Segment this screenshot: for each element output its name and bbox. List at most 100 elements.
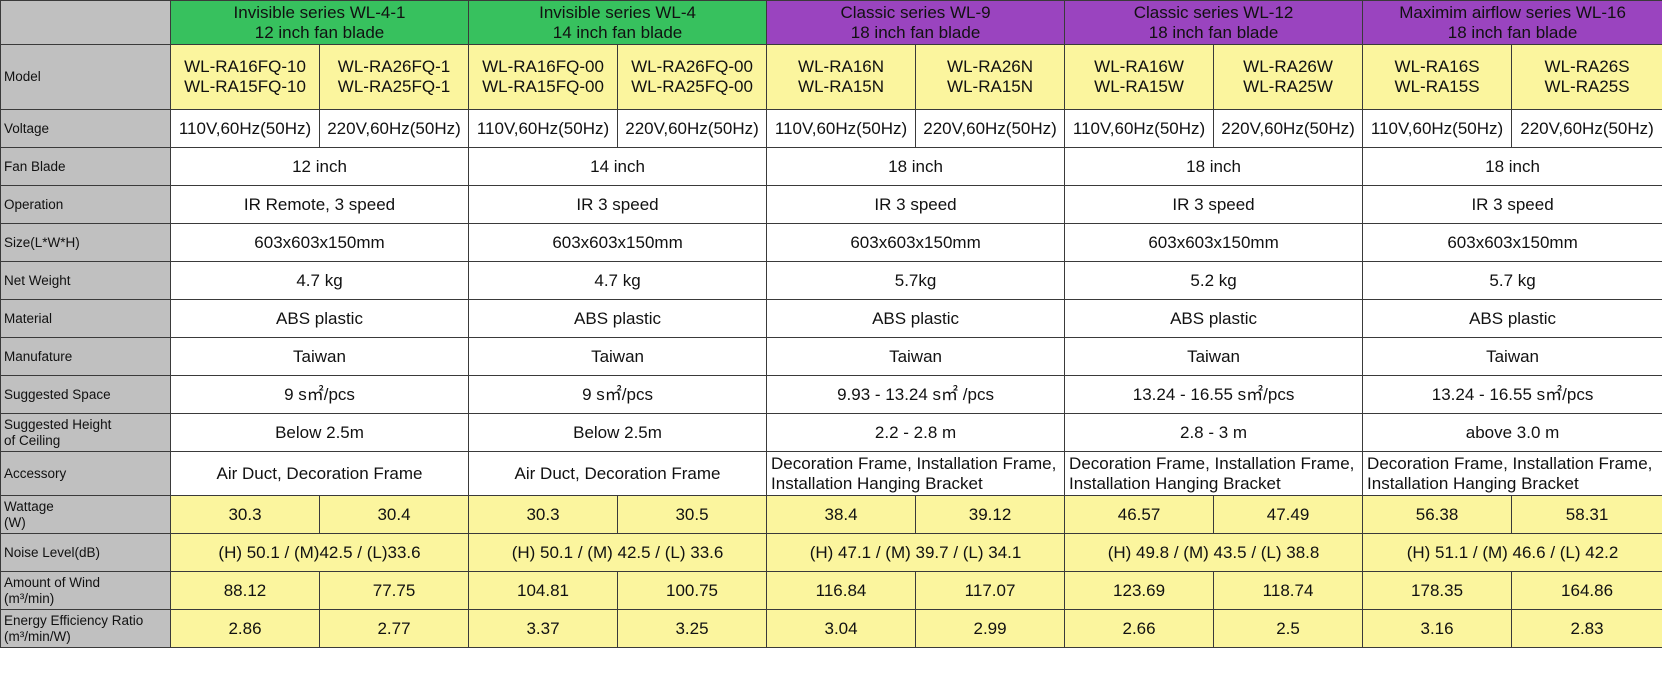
material-cell: ABS plastic: [468, 299, 768, 338]
eer-cell: 3.25: [617, 609, 768, 648]
model-cell-text: WL-RA25S: [1544, 77, 1630, 96]
model-cell: WL-RA26S WL-RA25S: [1511, 44, 1662, 110]
wattage-cell: 56.38: [1362, 495, 1513, 534]
series-header-5-text: Maximim airflow series WL-16: [1399, 2, 1626, 22]
manufacture-cell: Taiwan: [1362, 337, 1662, 376]
wattage-label: Wattage (W): [0, 495, 171, 534]
header-corner: [0, 0, 171, 45]
size-cell: 603x603x150mm: [1362, 223, 1662, 262]
wattage-cell: 39.12: [915, 495, 1066, 534]
operation-cell: IR 3 speed: [468, 185, 768, 224]
series-header-3: Classic series WL-9 18 inch fan blade: [766, 0, 1066, 45]
fan-blade-row: Fan Blade 12 inch 14 inch 18 inch 18 inch 18 …: [0, 147, 1662, 186]
eer-label-text: (m³/min/W): [4, 628, 71, 644]
model-cell: WL-RA26W WL-RA25W: [1213, 44, 1364, 110]
material-label: Material: [0, 299, 171, 338]
wind-cell: 77.75: [318, 571, 470, 610]
model-cell: WL-RA26N WL-RA15N: [915, 44, 1066, 110]
wind-cell: 118.74: [1213, 571, 1364, 610]
series-header-5: Maximim airflow series WL-16 18 inch fan …: [1362, 0, 1662, 45]
suggested-space-cell: 9 s㎡/pcs: [169, 375, 470, 414]
voltage-cell: 110V,60Hz(50Hz): [170, 109, 320, 148]
fan-blade-cell: 18 inch: [1362, 147, 1662, 186]
wind-label: Amount of Wind (m³/min): [0, 571, 171, 610]
voltage-cell: 220V,60Hz(50Hz): [318, 109, 470, 148]
suggested-height-label: Suggested Height of Ceiling: [0, 413, 171, 452]
wind-cell: 123.69: [1064, 571, 1215, 610]
model-cell-text: WL-RA26N: [947, 57, 1034, 76]
voltage-cell: 220V,60Hz(50Hz): [1511, 109, 1662, 148]
wattage-cell: 58.31: [1511, 495, 1662, 534]
fan-blade-label: Fan Blade: [0, 147, 171, 186]
model-row: Model WL-RA16FQ-10 WL-RA15FQ-10 WL-RA26FQ-1…: [0, 44, 1662, 110]
accessory-cell-text: Decoration Frame, Installation Frame,: [771, 453, 1057, 473]
accessory-cell-text: Decoration Frame, Installation Frame,: [1367, 453, 1653, 473]
operation-cell: IR 3 speed: [1362, 185, 1662, 224]
accessory-cell-text: Decoration Frame, Installation Frame,: [1069, 453, 1355, 473]
manufacture-cell: Taiwan: [1064, 337, 1364, 376]
model-cell-text: WL-RA26FQ-00: [631, 57, 753, 76]
model-cell-text: WL-RA16N: [798, 57, 885, 76]
eer-cell: 3.37: [468, 609, 619, 648]
model-cell: WL-RA16FQ-00 WL-RA15FQ-00: [468, 44, 619, 110]
eer-cell: 2.5: [1213, 609, 1364, 648]
eer-cell: 2.77: [318, 609, 470, 648]
wattage-cell: 30.3: [468, 495, 619, 534]
accessory-row: Accessory Air Duct, Decoration Frame Air D…: [0, 451, 1662, 496]
voltage-row: Voltage 110V,60Hz(50Hz) 220V,60Hz(50Hz) 110…: [0, 109, 1662, 148]
model-cell-text: WL-RA15FQ-10: [184, 77, 306, 96]
wind-cell: 178.35: [1362, 571, 1513, 610]
wind-cell: 116.84: [766, 571, 917, 610]
net-weight-cell: 4.7 kg: [468, 261, 768, 300]
manufacture-cell: Taiwan: [766, 337, 1066, 376]
eer-label-text: Energy Efficiency Ratio: [4, 612, 144, 628]
size-cell: 603x603x150mm: [766, 223, 1066, 262]
model-cell-text: WL-RA16S: [1394, 57, 1480, 76]
suggested-space-cell: 13.24 - 16.55 s㎡/pcs: [1362, 375, 1662, 414]
net-weight-cell: 5.7 kg: [1362, 261, 1662, 300]
series-header-1-text: 12 inch fan blade: [254, 22, 385, 42]
voltage-cell: 110V,60Hz(50Hz): [1362, 109, 1513, 148]
suggested-height-cell: 2.8 - 3 m: [1064, 413, 1364, 452]
model-cell-text: WL-RA15W: [1094, 77, 1184, 96]
operation-cell: IR 3 speed: [766, 185, 1066, 224]
voltage-label: Voltage: [0, 109, 171, 148]
accessory-cell-text: Air Duct, Decoration Frame: [514, 463, 721, 483]
manufacture-cell: Taiwan: [169, 337, 470, 376]
accessory-cell-text: Installation Hanging Bracket: [771, 473, 983, 493]
net-weight-cell: 4.7 kg: [169, 261, 470, 300]
series-header-4-text: 18 inch fan blade: [1148, 22, 1279, 42]
suggested-height-label-text: of Ceiling: [4, 432, 61, 448]
noise-row: Noise Level(dB) (H) 50.1 / (M)42.5 / (L)3…: [0, 533, 1662, 572]
suggested-space-cell: 9.93 - 13.24 s㎡ /pcs: [766, 375, 1066, 414]
suggested-space-cell: 9 s㎡/pcs: [468, 375, 768, 414]
wattage-label-text: (W): [4, 514, 26, 530]
voltage-cell: 220V,60Hz(50Hz): [915, 109, 1066, 148]
model-cell: WL-RA16N WL-RA15N: [766, 44, 917, 110]
net-weight-cell: 5.2 kg: [1064, 261, 1364, 300]
wattage-cell: 46.57: [1064, 495, 1215, 534]
fan-blade-cell: 18 inch: [766, 147, 1066, 186]
model-cell-text: WL-RA16FQ-10: [184, 57, 306, 76]
accessory-cell: Air Duct, Decoration Frame: [468, 451, 768, 496]
model-cell: WL-RA16FQ-10 WL-RA15FQ-10: [170, 44, 320, 110]
material-cell: ABS plastic: [766, 299, 1066, 338]
wattage-label-text: Wattage: [4, 498, 54, 514]
wattage-cell: 38.4: [766, 495, 917, 534]
size-cell: 603x603x150mm: [169, 223, 470, 262]
suggested-height-cell: Below 2.5m: [169, 413, 470, 452]
series-header-3-text: Classic series WL-9: [840, 2, 991, 22]
voltage-cell: 110V,60Hz(50Hz): [766, 109, 917, 148]
fan-blade-cell: 12 inch: [169, 147, 470, 186]
suggested-height-row: Suggested Height of Ceiling Below 2.5m Belo…: [0, 413, 1662, 452]
series-header-1-text: Invisible series WL-4-1: [233, 2, 406, 22]
model-cell-text: WL-RA26S: [1544, 57, 1630, 76]
noise-cell: (H) 50.1 / (M)42.5 / (L)33.6: [169, 533, 470, 572]
net-weight-label: Net Weight: [0, 261, 171, 300]
model-cell-text: WL-RA15N: [798, 77, 885, 96]
operation-cell: IR 3 speed: [1064, 185, 1364, 224]
model-cell: WL-RA16S WL-RA15S: [1362, 44, 1513, 110]
eer-cell: 2.83: [1511, 609, 1662, 648]
wind-label-text: (m³/min): [4, 590, 55, 606]
material-row: Material ABS plastic ABS plastic ABS plasti…: [0, 299, 1662, 338]
